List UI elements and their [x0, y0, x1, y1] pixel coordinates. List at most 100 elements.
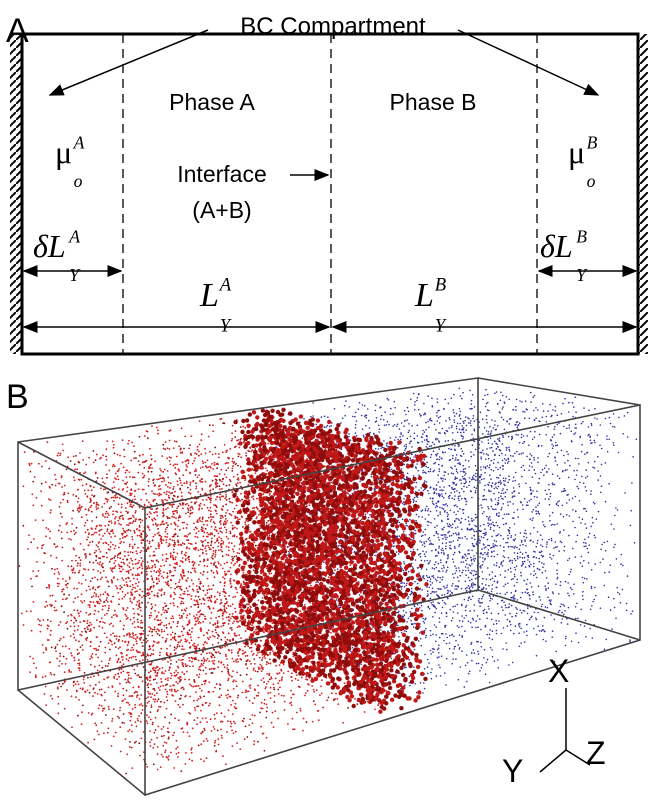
particle: [168, 497, 170, 499]
particle: [154, 594, 156, 596]
particle: [90, 645, 92, 647]
particle: [261, 670, 263, 672]
particle: [232, 658, 234, 660]
particle: [215, 651, 217, 653]
particle: [137, 674, 139, 676]
particle: [274, 695, 276, 697]
particle: [142, 462, 144, 464]
particle: [102, 621, 104, 623]
particle: [315, 582, 317, 584]
particle: [232, 511, 234, 513]
particle: [277, 718, 279, 720]
particle: [223, 522, 225, 524]
particle: [112, 497, 114, 499]
particle: [155, 729, 157, 731]
particle: [134, 490, 136, 492]
wall: [10, 34, 22, 354]
particle: [51, 647, 53, 649]
particle: [202, 517, 204, 519]
particle: [213, 726, 215, 728]
particle: [116, 635, 118, 637]
particle: [78, 684, 80, 686]
particle: [273, 689, 275, 691]
particle: [73, 547, 75, 549]
particle: [109, 624, 111, 626]
particle: [250, 663, 252, 665]
particle: [138, 581, 140, 583]
particle: [152, 724, 154, 726]
particle: [84, 691, 86, 693]
particle: [187, 571, 189, 573]
particle: [131, 657, 133, 659]
particle: [172, 734, 174, 736]
particle: [224, 716, 226, 718]
particle: [202, 585, 204, 587]
particle: [174, 522, 176, 524]
particle: [158, 532, 160, 534]
particle: [32, 570, 34, 572]
particle: [50, 630, 52, 632]
particle: [269, 493, 271, 495]
particle: [118, 564, 120, 566]
particle: [61, 477, 63, 479]
particle: [111, 685, 113, 687]
particle: [62, 450, 64, 452]
particle: [201, 526, 203, 528]
particle: [79, 565, 81, 567]
particle: [220, 647, 222, 649]
particle: [119, 542, 121, 544]
particle: [63, 636, 65, 638]
particle: [191, 561, 193, 563]
particle: [231, 438, 233, 440]
particle: [85, 631, 87, 633]
symbol-sup: B: [576, 227, 587, 247]
particle: [37, 618, 39, 620]
particle: [270, 697, 272, 699]
particle: [176, 740, 178, 742]
particle: [130, 677, 132, 679]
particle: [165, 508, 167, 510]
particle: [180, 659, 182, 661]
particle: [209, 668, 211, 670]
particle: [180, 575, 182, 577]
particle: [230, 522, 232, 524]
particle: [125, 507, 127, 509]
particle: [140, 536, 142, 538]
particle: [162, 667, 164, 669]
particle: [85, 579, 87, 581]
particle: [217, 622, 219, 624]
particle: [253, 740, 255, 742]
particle: [297, 679, 299, 681]
particle: [129, 695, 131, 697]
particle: [176, 562, 178, 564]
particle: [84, 471, 86, 473]
particle: [98, 557, 100, 559]
particle: [77, 653, 79, 655]
particle: [140, 676, 142, 678]
particle: [35, 674, 37, 676]
particle: [214, 602, 216, 604]
particle: [238, 655, 240, 657]
particle: [147, 696, 149, 698]
particle: [174, 467, 176, 469]
particle: [106, 501, 108, 503]
particle: [107, 580, 109, 582]
particle: [227, 538, 229, 540]
particle: [231, 676, 233, 678]
particle: [279, 672, 281, 674]
particle: [93, 569, 95, 571]
particle: [313, 691, 315, 693]
particle: [47, 625, 49, 627]
particle: [257, 741, 259, 743]
particle: [307, 679, 309, 681]
particle: [142, 489, 144, 491]
particle: [212, 480, 214, 482]
particle: [155, 631, 157, 633]
particle: [203, 680, 205, 682]
particle: [238, 553, 240, 555]
particle: [32, 481, 34, 483]
particle: [120, 511, 122, 513]
particle: [81, 711, 83, 713]
particle: [240, 426, 242, 428]
particle: [202, 462, 204, 464]
